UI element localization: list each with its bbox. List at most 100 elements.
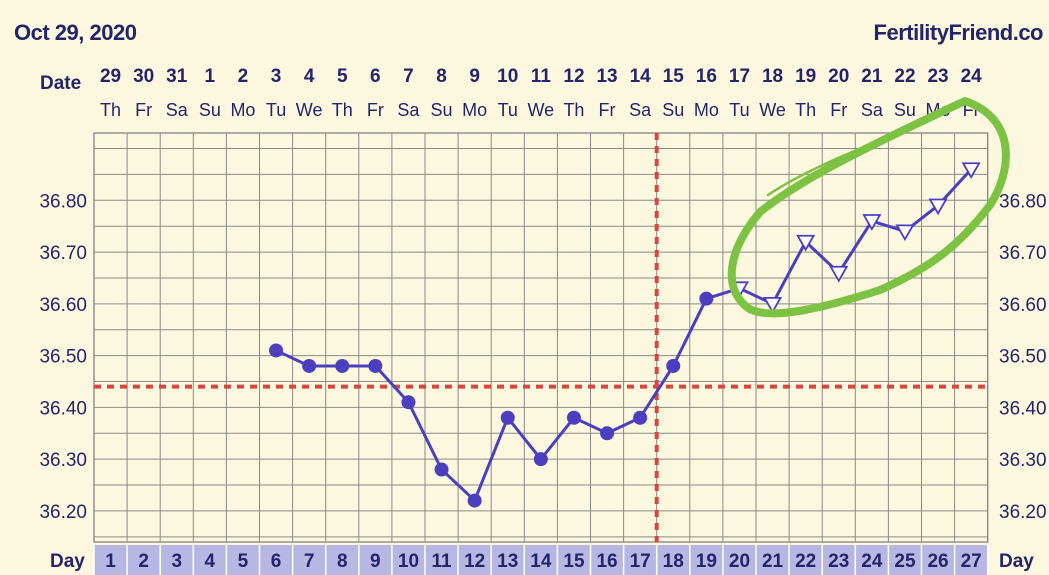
date-number-label: 3 [271, 66, 282, 87]
weekday-label: Th [563, 100, 584, 120]
reference-lines [94, 133, 988, 542]
weekday-label: Fr [830, 100, 847, 120]
date-number-label: 19 [795, 66, 816, 87]
weekday-label: Su [431, 100, 453, 120]
cycle-day-label: 7 [304, 551, 315, 572]
temperature-point [467, 493, 482, 508]
y-tick-label: 36.60 [39, 295, 87, 316]
temperature-point [600, 426, 615, 441]
date-number-label: 6 [370, 66, 381, 87]
cycle-day-label: 15 [563, 551, 585, 572]
temperature-point [401, 395, 416, 410]
weekday-label: We [759, 100, 786, 120]
chart-date: Oct 29, 2020 [14, 20, 137, 45]
highlight-annotation [727, 97, 1010, 318]
date-number-label: 2 [238, 66, 249, 87]
cycle-day-label: 16 [596, 551, 617, 572]
date-number-label: 14 [630, 66, 652, 87]
weekday-label: Fr [599, 100, 616, 120]
cycle-day-label: 21 [762, 551, 784, 572]
cycle-day-label: 27 [961, 551, 982, 572]
date-number-label: 13 [596, 66, 617, 87]
weekday-label: Sa [861, 100, 884, 120]
temperature-point [434, 462, 449, 477]
cycle-day-label: 23 [828, 551, 849, 572]
cycle-day-label: 26 [927, 551, 948, 572]
cycle-day-label: 4 [205, 551, 216, 572]
cycle-day-label: 18 [663, 551, 684, 572]
temperature-point [335, 358, 350, 373]
date-number-label: 24 [961, 66, 983, 87]
temperature-point-predicted [961, 162, 981, 180]
cycle-day-label: 2 [138, 551, 149, 572]
cycle-day-label: 5 [238, 551, 249, 572]
cycle-day-label: 3 [171, 551, 182, 572]
weekday-label: Fr [367, 100, 384, 120]
date-number-label: 12 [563, 66, 584, 87]
temperature-point [566, 410, 581, 425]
y-tick-label: 36.50 [39, 347, 87, 368]
temperature-point [533, 452, 548, 467]
y-tick-label-right: 36.20 [999, 502, 1047, 523]
y-tick-label-right: 36.50 [999, 347, 1047, 368]
cycle-day-label: 11 [432, 551, 453, 572]
y-axis-labels: 36.20 36.30 36.40 36.50 36.60 36.70 36.80 36.20… [39, 191, 1046, 523]
cycle-day-label: 13 [497, 551, 518, 572]
y-tick-label-right: 36.60 [999, 295, 1047, 316]
y-tick-label: 36.70 [39, 243, 87, 264]
y-tick-label: 36.80 [39, 191, 87, 212]
x-axis-labels: 29 30 31 1 2 3 4 5 6 7 8 9 10 11 12 13 14 15 16 17 18 19 20 21 2… [50, 66, 1034, 572]
cycle-day-label: 8 [337, 551, 348, 572]
day-bar [93, 545, 989, 575]
weekday-label: Fr [135, 100, 152, 120]
weekday-label: Tu [266, 100, 286, 120]
weekday-label: Su [662, 100, 684, 120]
weekday-label: Th [100, 100, 121, 120]
cycle-day-label: 19 [696, 551, 717, 572]
date-number-label: 5 [337, 66, 348, 87]
site-name: FertilityFriend.co [873, 20, 1044, 45]
weekday-label: Sa [397, 100, 420, 120]
temperature-point [368, 358, 383, 373]
highlight-circle [727, 97, 1010, 318]
temperature-point-predicted [928, 198, 948, 216]
cycle-day-label: 1 [105, 551, 116, 572]
temperature-point [302, 358, 317, 373]
y-tick-label-right: 36.80 [999, 191, 1047, 212]
cycle-day-label: 20 [729, 551, 750, 572]
temperature-point-predicted [862, 214, 882, 231]
date-number-label: 17 [729, 66, 750, 87]
weekday-label: We [296, 100, 323, 120]
weekday-label: Tu [729, 100, 749, 120]
date-number-label: 1 [205, 66, 216, 87]
cycle-day-label: 17 [630, 551, 651, 572]
cycle-day-label: 14 [530, 551, 552, 572]
temperature-point [500, 410, 515, 425]
temperature-line [275, 168, 973, 504]
cycle-day-label: 6 [271, 551, 282, 572]
temperature-point [666, 358, 681, 373]
day-row-label-left: Day [50, 551, 85, 572]
cycle-day-label: 22 [795, 551, 816, 572]
weekday-label: Mo [694, 100, 719, 120]
date-number-label: 10 [497, 66, 518, 87]
date-number-label: 8 [436, 66, 447, 87]
temperature-point-predicted [829, 265, 849, 283]
highlight-inner-stroke [766, 106, 957, 197]
weekday-label: Tu [498, 100, 518, 120]
temperature-point [269, 343, 284, 358]
date-number-label: 18 [762, 66, 783, 87]
cycle-day-label: 9 [370, 551, 381, 572]
date-number-label: 9 [469, 66, 480, 87]
weekday-label: Su [199, 100, 221, 120]
y-tick-label: 36.40 [39, 398, 87, 419]
date-number-label: 11 [531, 66, 552, 87]
date-number-label: 21 [861, 66, 883, 87]
temperature-point-predicted [762, 296, 783, 314]
date-number-label: 23 [927, 66, 948, 87]
weekday-label: Su [894, 100, 916, 120]
weekday-label: We [528, 100, 555, 120]
plot-border [93, 132, 989, 543]
y-tick-label-right: 36.40 [999, 398, 1047, 419]
